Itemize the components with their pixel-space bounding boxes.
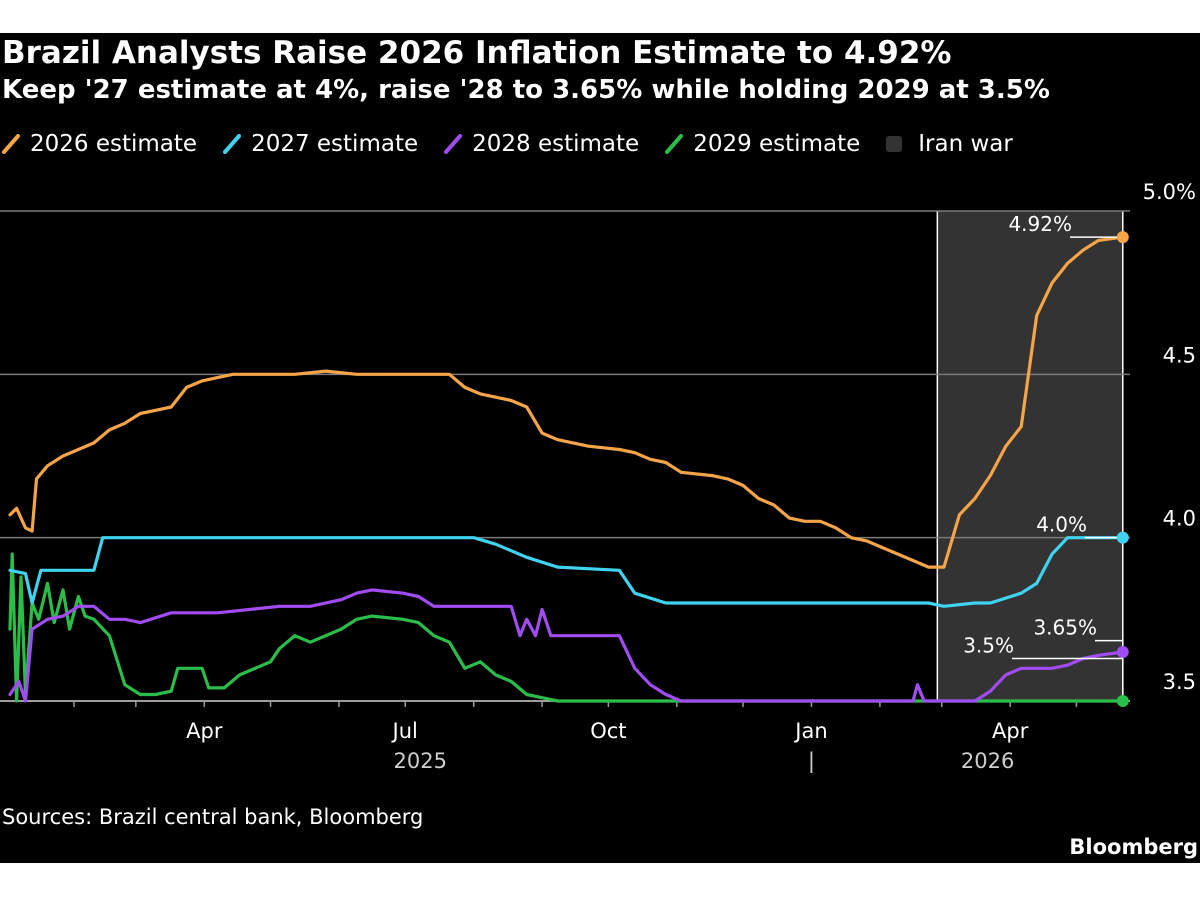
- legend-line-icon-2029: [665, 134, 684, 154]
- x-tick-label-3: Jan: [793, 719, 827, 743]
- legend-swatch-icon: [886, 136, 903, 152]
- series-line-2027-estimate: [8, 536, 1125, 608]
- x-tick-label-0: Apr: [186, 719, 223, 743]
- y-tick-label-3: 5.0%: [1143, 180, 1196, 204]
- chart-legend: 2026 estimate 2027 estimate 2028 estimat…: [2, 129, 1039, 159]
- annotation-label-2: 3.65%: [1033, 616, 1097, 640]
- endpoint-marker-0: [1116, 231, 1129, 244]
- annotation-leader-3: [1012, 657, 1124, 701]
- series-line-2026-estimate: [8, 235, 1125, 569]
- x-tick-label-1: Jul: [391, 719, 418, 743]
- chart-subtitle: Keep '27 estimate at 4%, raise '28 to 3.…: [2, 75, 1050, 105]
- endpoint-marker-3: [1116, 695, 1129, 707]
- x-tick-label-2: Oct: [590, 719, 626, 743]
- legend-item-iran-war: Iran war: [886, 131, 1013, 157]
- legend-line-icon-2026: [2, 134, 20, 154]
- chart-title: Brazil Analysts Raise 2026 Inflation Est…: [2, 35, 952, 71]
- x-year-label-0: 2025: [393, 749, 446, 773]
- legend-item-2028: 2028 estimate: [444, 131, 639, 157]
- y-tick-label-1: 4.0: [1163, 507, 1196, 531]
- series-line-2028-estimate: [8, 588, 1125, 703]
- y-tick-label-2: 4.5: [1163, 343, 1196, 367]
- x-year-label-1: 2026: [961, 749, 1014, 773]
- legend-item-2026: 2026 estimate: [2, 131, 197, 157]
- legend-line-icon-2027: [223, 134, 242, 154]
- endpoint-marker-2: [1116, 646, 1129, 658]
- brand-logo: Bloomberg: [1069, 835, 1198, 859]
- legend-item-2029: 2029 estimate: [665, 131, 860, 157]
- annotation-label-3: 3.5%: [963, 634, 1014, 658]
- shaded-region-iran-war: [937, 211, 1123, 701]
- source-note: Sources: Brazil central bank, Bloomberg: [2, 805, 424, 829]
- annotation-label-0: 4.92%: [1008, 212, 1072, 236]
- legend-item-2027: 2027 estimate: [223, 131, 418, 157]
- annotation-label-1: 4.0%: [1036, 513, 1087, 537]
- y-tick-label-0: 3.5: [1163, 670, 1196, 694]
- endpoint-marker-1: [1116, 531, 1129, 544]
- line-chart: 3.5 4.0 4.5 5.0% Apr Jul Oct Jan Apr 2025 2026 | 4.9…: [0, 180, 1196, 774]
- x-tick-label-4: Apr: [992, 719, 1029, 743]
- legend-label-2028: 2028 estimate: [472, 131, 640, 157]
- legend-label-2029: 2029 estimate: [693, 131, 861, 157]
- legend-label-2027: 2027 estimate: [251, 131, 419, 157]
- legend-line-icon-2028: [444, 134, 463, 154]
- legend-label-iran-war: Iran war: [918, 131, 1013, 157]
- series-line-2029-estimate: [8, 552, 1125, 703]
- x-year-separator: |: [808, 749, 815, 774]
- legend-label-2026: 2026 estimate: [30, 131, 198, 157]
- chart-panel: Brazil Analysts Raise 2026 Inflation Est…: [0, 33, 1200, 863]
